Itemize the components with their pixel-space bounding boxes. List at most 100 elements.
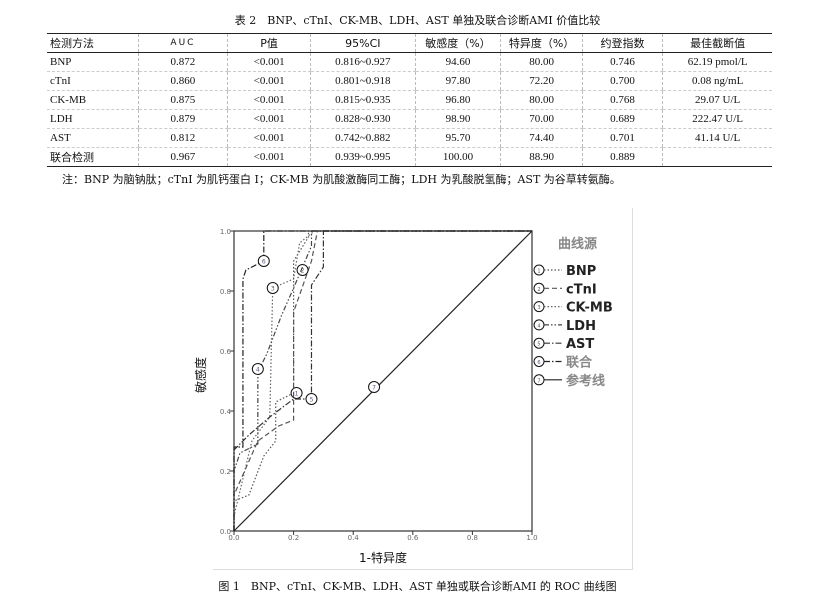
y-tick-label: 1.0 [220,228,231,236]
column-header: 特异度（%） [500,33,583,53]
legend-marker-number: 3 [537,305,540,311]
y-axis-label: 敏感度 [193,357,208,393]
table-cell: 88.90 [500,147,583,167]
table-cell: 0.879 [137,109,228,129]
curve-marker [251,363,264,375]
x-tick-label: 0.0 [228,534,239,542]
table-cell: <0.001 [227,90,311,110]
table-cell: 0.700 [581,71,663,91]
x-tick-label: 0.6 [407,534,419,542]
legend-marker-number: 7 [537,378,540,384]
y-tick-label: 0.4 [220,408,232,416]
curve-marker-number: 6 [262,259,266,266]
roc-curve-cTnI [233,230,532,531]
table-row: 联合检测 0.967 <0.001 0.939~0.995 100.00 88.90 0.8… [47,147,772,167]
table-cell: CK-MB [47,90,139,110]
table-cell: 29.07 U/L [662,90,772,110]
table-cell: 0.889 [581,147,663,167]
table-row: BNP 0.872 <0.001 0.816~0.927 94.60 80.00 0.746… [47,52,772,72]
x-tick-label: 1.0 [526,534,537,542]
table-cell: 0.742~0.882 [310,128,416,148]
column-header: 检测方法 [47,33,139,53]
table-cell: cTnI [47,71,139,91]
table-cell: AST [47,128,139,148]
table-cell: 0.815~0.935 [310,90,416,110]
table-note: 注：BNP 为脑钠肽；cTnI 为肌钙蛋白 I；CK-MB 为肌酸激酶同工酶；L… [62,173,621,186]
table-cell: 0.828~0.930 [310,109,416,129]
legend-marker-number: 4 [537,323,540,329]
table-cell: <0.001 [227,52,311,72]
table-cell: <0.001 [227,147,311,167]
table-cell: 0.746 [581,52,663,72]
table-cell: <0.001 [227,109,311,129]
y-tick-label: 0.2 [220,468,231,476]
table-cell: 0.872 [137,52,228,72]
table-cell: 97.80 [414,71,501,91]
table-cell: 0.801~0.918 [310,71,416,91]
curve-marker-number: 1 [295,391,299,398]
table-cell: <0.001 [227,128,311,148]
roc-curve-联合 [233,230,532,531]
table-cell: 41.14 U/L [662,128,772,148]
table-cell: 0.689 [581,109,663,129]
table-cell: 95.70 [414,128,501,148]
legend-label: cTnI [566,282,597,297]
column-header: AUC [137,33,228,53]
results-table: 检测方法 AUC P值 95%CI 敏感度（%） 特异度（%） 约登指数 最佳截断值 BNP 0… [47,33,772,167]
y-tick-label: 0.6 [220,348,232,356]
figure-caption: 图 1 BNP、cTnI、CK-MB、LDH、AST 单独或联合诊断AMI 的 … [218,580,617,593]
curve-marker-number: 5 [310,397,314,404]
legend-marker-number: 1 [537,269,540,275]
table-cell: LDH [47,109,139,129]
table-row: CK-MB 0.875 <0.001 0.815~0.935 96.80 80.00 0.7… [47,90,772,110]
table-cell: 222.47 U/L [662,109,772,129]
legend-label: CK-MB [566,301,613,316]
curve-marker-number: 4 [256,367,260,374]
curve-marker-number: 3 [271,286,275,293]
table-cell: 70.00 [500,109,583,129]
column-header: 95%CI [310,33,416,53]
roc-curve-AST [233,230,532,531]
table-cell: <0.001 [227,71,311,91]
legend-label: 联合 [566,355,593,371]
table-cell: 62.19 pmol/L [662,52,772,72]
roc-curve-参考线 [233,230,533,532]
column-header: 约登指数 [581,33,663,53]
legend-title: 曲线源 [558,236,597,252]
table-cell: 80.00 [500,52,583,72]
curve-marker [305,393,318,405]
legend-marker-number: 6 [537,360,540,366]
table-cell: 0.768 [581,90,663,110]
table-cell: 98.90 [414,109,501,129]
legend-label: BNP [566,264,596,279]
table-cell: 74.40 [500,128,583,148]
x-tick-label: 0.8 [467,534,478,542]
column-header: 敏感度（%） [414,33,501,53]
y-tick-label: 0.0 [220,528,231,536]
legend-marker-number: 5 [537,342,540,348]
curve-marker [296,264,309,276]
curve-marker [368,381,381,393]
table-cell: 联合检测 [47,147,139,167]
x-axis-label: 1-特异度 [359,550,407,565]
table-cell: 94.60 [414,52,501,72]
legend-label: AST [566,337,594,352]
table-row: cTnI 0.860 <0.001 0.801~0.918 97.80 72.20 0.70… [47,71,772,91]
table-cell: 0.816~0.927 [310,52,416,72]
table-cell: 0.860 [137,71,228,91]
table-header-row: 检测方法 AUC P值 95%CI 敏感度（%） 特异度（%） 约登指数 最佳截断值 [47,33,772,53]
column-header: 最佳截断值 [662,33,772,53]
curve-marker-number: 2 [301,268,305,275]
curve-marker [266,282,279,294]
x-tick-label: 0.4 [348,534,360,542]
table-title: 表 2 BNP、cTnI、CK-MB、LDH、AST 单独及联合诊断AMI 价值… [234,14,601,27]
table-cell: 0.701 [581,128,663,148]
table-cell: 0.08 ng/mL [662,71,772,91]
table-cell: 0.939~0.995 [310,147,416,167]
table-cell: 0.812 [137,128,228,148]
column-header: P值 [227,33,311,53]
table-cell: 80.00 [500,90,583,110]
table-cell: 0.967 [137,147,228,167]
roc-curve-CK-MB [233,230,532,531]
